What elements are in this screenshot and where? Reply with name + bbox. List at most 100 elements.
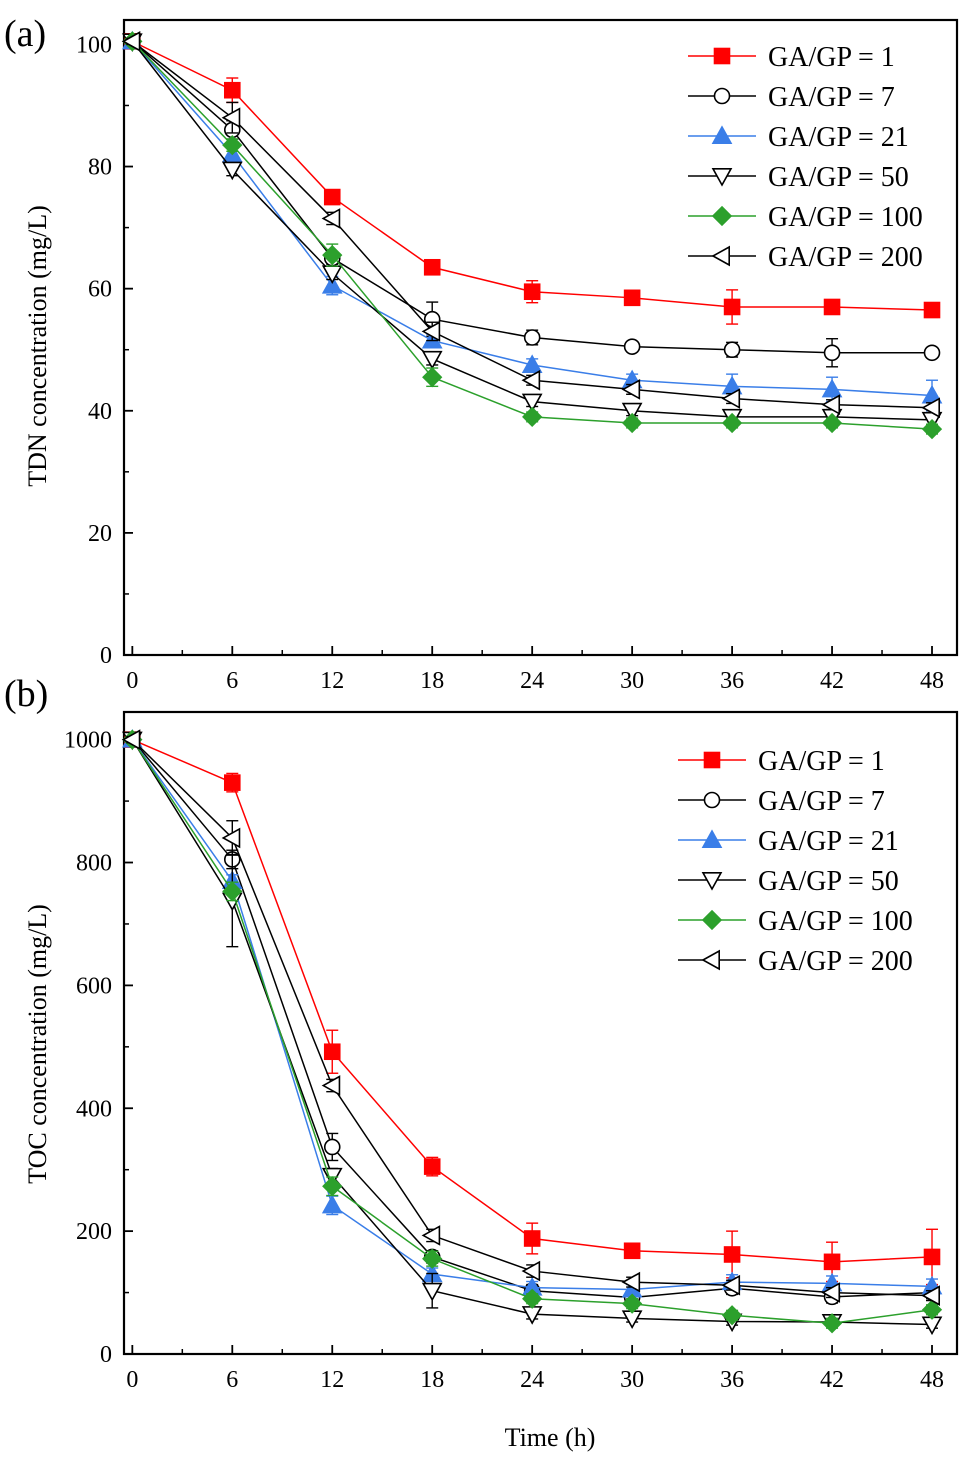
- data-point: [322, 1176, 343, 1197]
- panel-b-x-tick-label: 42: [820, 1367, 844, 1393]
- data-point: [323, 1043, 341, 1061]
- legend-marker: [703, 791, 721, 809]
- data-point: [621, 1293, 643, 1314]
- data-point: [521, 369, 541, 391]
- data-point: [823, 1253, 841, 1271]
- data-point: [321, 1194, 343, 1214]
- data-point: [223, 81, 241, 99]
- data-point: [823, 344, 841, 362]
- panel-b-series-5: [122, 729, 943, 1334]
- data-point: [521, 393, 543, 413]
- data-point: [421, 1225, 441, 1246]
- data-point: [621, 412, 643, 434]
- data-point: [923, 1248, 941, 1266]
- data-point: [323, 1138, 341, 1156]
- panel-a-y-tick-label: 100: [76, 32, 112, 58]
- data-point: [723, 298, 741, 316]
- panel-b: (b) TOC concentration (mg/L) 0 6 12 18 24 30 3…: [4, 673, 959, 1393]
- data-point: [721, 412, 743, 434]
- panel-a: (a) TDN concentration (mg/L) 0 6 12 18 24 30 3…: [4, 13, 959, 694]
- legend-label: GA/GP = 100: [758, 906, 913, 937]
- data-point: [421, 321, 441, 342]
- legend-marker: [701, 949, 721, 971]
- panel-a-x-tick-label: 24: [520, 668, 544, 694]
- legend-marker: [701, 871, 723, 891]
- data-point: [821, 394, 841, 416]
- panel-a-x-tick-label: 48: [920, 668, 944, 694]
- data-point: [521, 354, 543, 373]
- panel-b-y-tick-label: 600: [76, 973, 112, 999]
- panel-b-series-6: [121, 729, 941, 1306]
- data-point: [621, 379, 641, 400]
- data-point: [523, 1230, 541, 1247]
- panel-b-x-tick-label: 36: [720, 1367, 744, 1393]
- panel-a-label: (a): [4, 13, 46, 55]
- panel-b-x-tick-label: 48: [920, 1367, 944, 1393]
- data-point: [723, 1246, 741, 1263]
- panel-a-x-tick-label: 18: [420, 668, 444, 694]
- panel-b-label: (b): [4, 673, 48, 715]
- panel-b-y-axis-label: TOC concentration (mg/L): [23, 904, 52, 1184]
- panel-a-x-tick-label: 6: [226, 668, 238, 694]
- legend-marker: [711, 168, 733, 187]
- data-point: [623, 338, 641, 355]
- data-point: [623, 289, 641, 307]
- data-point: [823, 298, 841, 316]
- legend-marker: [703, 751, 721, 769]
- legend-label: GA/GP = 50: [758, 866, 899, 897]
- legend-marker: [713, 47, 731, 65]
- panel-b-y-tick-label: 0: [100, 1342, 112, 1368]
- data-point: [721, 1305, 743, 1326]
- panel-a-x-tick-label: 42: [820, 668, 844, 694]
- legend-label: GA/GP = 100: [768, 202, 923, 233]
- legend-label: GA/GP = 21: [758, 826, 899, 857]
- data-point: [421, 1282, 443, 1302]
- data-point: [223, 774, 241, 791]
- panel-b-legend: GA/GP = 1 GA/GP = 7 GA/GP = 21 GA/GP = 50 GA…: [678, 746, 913, 977]
- data-point: [421, 350, 443, 370]
- data-point: [821, 1313, 843, 1334]
- data-point: [721, 1274, 741, 1296]
- data-point: [523, 283, 541, 301]
- data-point: [921, 397, 941, 419]
- panel-b-x-tick-label: 6: [226, 1367, 238, 1393]
- panel-b-y-tick-label: 1000: [64, 728, 112, 754]
- legend-marker: [711, 245, 731, 267]
- data-point: [222, 881, 243, 902]
- panel-b-x-tick-label: 12: [320, 1367, 344, 1393]
- data-point: [422, 1248, 443, 1269]
- data-point: [921, 418, 943, 440]
- panel-b-y-tick-label: 800: [76, 851, 112, 877]
- legend-marker: [711, 125, 733, 144]
- legend-label: GA/GP = 21: [768, 122, 909, 153]
- panel-a-legend: GA/GP = 1 GA/GP = 7 GA/GP = 21 GA/GP = 50 GA…: [688, 42, 923, 273]
- data-point: [821, 1282, 841, 1303]
- data-point: [321, 274, 343, 294]
- panel-a-x-tick-label: 30: [620, 668, 644, 694]
- data-point: [921, 1285, 941, 1306]
- legend-label: GA/GP = 1: [768, 42, 895, 73]
- data-point: [923, 301, 941, 319]
- panel-a-y-axis-label: TDN concentration (mg/L): [23, 205, 52, 487]
- data-point: [422, 367, 443, 388]
- panel-a-x-tick-label: 36: [720, 668, 744, 694]
- panel-a-y-tick-label: 60: [88, 277, 112, 303]
- legend-marker: [701, 829, 723, 849]
- legend-label: GA/GP = 200: [758, 946, 913, 977]
- legend-label: GA/GP = 50: [768, 162, 909, 193]
- data-point: [522, 406, 543, 428]
- panel-b-x-tick-label: 24: [520, 1367, 544, 1393]
- data-point: [821, 412, 843, 434]
- panel-b-x-tick-label: 30: [620, 1367, 644, 1393]
- legend-label: GA/GP = 7: [758, 786, 885, 817]
- data-point: [221, 107, 241, 129]
- data-point: [323, 188, 341, 206]
- legend-label: GA/GP = 200: [768, 242, 923, 273]
- data-point: [121, 729, 141, 751]
- panel-b-x-tick-label: 18: [420, 1367, 444, 1393]
- data-point: [423, 258, 441, 276]
- legend-marker: [701, 909, 723, 931]
- data-point: [321, 1075, 341, 1096]
